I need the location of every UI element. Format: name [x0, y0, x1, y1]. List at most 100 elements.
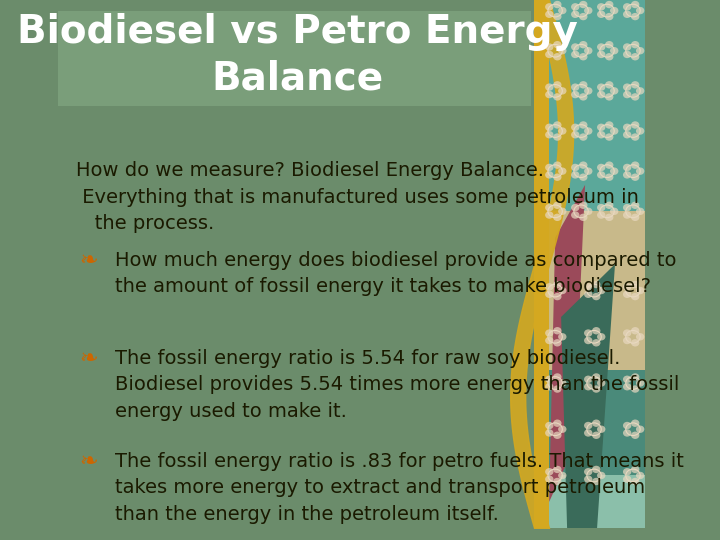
Circle shape: [571, 204, 580, 211]
Circle shape: [631, 478, 639, 485]
Circle shape: [623, 131, 631, 138]
Circle shape: [631, 173, 639, 181]
Circle shape: [545, 131, 554, 138]
Circle shape: [597, 333, 606, 341]
Circle shape: [571, 51, 580, 58]
Circle shape: [605, 201, 613, 209]
Circle shape: [605, 1, 613, 8]
Circle shape: [545, 422, 554, 429]
Text: The fossil energy ratio is 5.54 for raw soy biodiesel.
Biodiesel provides 5.54 t: The fossil energy ratio is 5.54 for raw …: [115, 349, 680, 421]
Circle shape: [597, 91, 606, 98]
Circle shape: [584, 207, 593, 215]
Circle shape: [631, 1, 639, 8]
Circle shape: [553, 214, 562, 221]
Circle shape: [610, 87, 618, 94]
Circle shape: [584, 376, 593, 383]
Circle shape: [597, 379, 606, 387]
Circle shape: [553, 53, 562, 60]
Circle shape: [597, 11, 606, 18]
Circle shape: [631, 133, 639, 141]
Circle shape: [545, 43, 554, 51]
Circle shape: [623, 204, 631, 211]
Circle shape: [592, 465, 600, 473]
Circle shape: [553, 81, 562, 89]
Circle shape: [571, 211, 580, 219]
Circle shape: [597, 211, 606, 219]
Circle shape: [579, 201, 588, 209]
Circle shape: [579, 173, 588, 181]
Text: ❧: ❧: [79, 451, 98, 471]
Circle shape: [597, 472, 606, 479]
Circle shape: [553, 373, 562, 381]
Circle shape: [553, 327, 562, 334]
Circle shape: [553, 173, 562, 181]
Circle shape: [605, 133, 613, 141]
Circle shape: [584, 329, 593, 337]
FancyBboxPatch shape: [548, 0, 645, 238]
Circle shape: [592, 386, 600, 393]
Circle shape: [610, 207, 618, 215]
Circle shape: [553, 93, 562, 100]
Circle shape: [610, 127, 618, 134]
Circle shape: [571, 131, 580, 138]
Circle shape: [553, 13, 562, 21]
Circle shape: [631, 13, 639, 21]
Circle shape: [623, 383, 631, 390]
Circle shape: [631, 122, 639, 129]
Circle shape: [636, 207, 644, 215]
Circle shape: [623, 291, 631, 298]
Circle shape: [545, 383, 554, 390]
Circle shape: [597, 3, 606, 11]
Circle shape: [610, 7, 618, 14]
Circle shape: [631, 386, 639, 393]
Circle shape: [592, 327, 600, 334]
Circle shape: [579, 122, 588, 129]
Circle shape: [558, 207, 567, 215]
Circle shape: [545, 211, 554, 219]
Circle shape: [553, 339, 562, 347]
Circle shape: [553, 478, 562, 485]
Circle shape: [558, 47, 567, 55]
Circle shape: [610, 167, 618, 175]
Text: ❧: ❧: [79, 349, 98, 369]
Circle shape: [584, 337, 593, 344]
Circle shape: [558, 472, 567, 479]
Circle shape: [623, 283, 631, 291]
Circle shape: [631, 214, 639, 221]
Circle shape: [636, 47, 644, 55]
Circle shape: [545, 468, 554, 475]
Circle shape: [545, 476, 554, 483]
Circle shape: [584, 283, 593, 291]
Circle shape: [605, 122, 613, 129]
Circle shape: [623, 337, 631, 344]
Circle shape: [553, 293, 562, 300]
Circle shape: [579, 214, 588, 221]
Circle shape: [545, 337, 554, 344]
Circle shape: [545, 204, 554, 211]
Circle shape: [579, 1, 588, 8]
Circle shape: [631, 201, 639, 209]
Circle shape: [597, 124, 606, 131]
Circle shape: [545, 171, 554, 179]
FancyBboxPatch shape: [548, 211, 645, 396]
Circle shape: [584, 422, 593, 429]
Circle shape: [623, 43, 631, 51]
Circle shape: [605, 173, 613, 181]
Circle shape: [558, 379, 567, 387]
Circle shape: [545, 376, 554, 383]
Circle shape: [610, 47, 618, 55]
Circle shape: [631, 293, 639, 300]
Circle shape: [553, 201, 562, 209]
Circle shape: [558, 333, 567, 341]
Circle shape: [592, 339, 600, 347]
Circle shape: [558, 127, 567, 134]
Circle shape: [545, 291, 554, 298]
Circle shape: [545, 124, 554, 131]
Polygon shape: [561, 264, 615, 528]
Circle shape: [571, 124, 580, 131]
Circle shape: [584, 468, 593, 475]
Circle shape: [597, 426, 606, 433]
Circle shape: [631, 465, 639, 473]
Circle shape: [584, 87, 593, 94]
Circle shape: [579, 133, 588, 141]
